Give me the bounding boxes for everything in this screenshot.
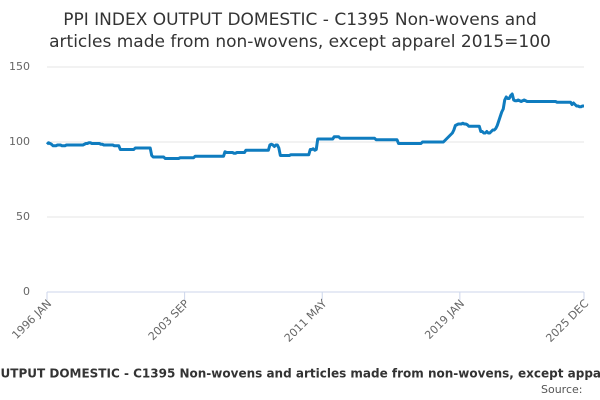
x-tick-label: 2025 DEC: [543, 297, 591, 345]
chart-title: articles made from non-wovens, except ap…: [49, 32, 551, 52]
chart-title: PPI INDEX OUTPUT DOMESTIC - C1395 Non-wo…: [63, 10, 537, 30]
x-tick-label: 2003 SEP: [146, 297, 192, 343]
line: [45, 92, 584, 160]
y-tick-label: 50: [16, 210, 30, 223]
y-tick-label: 100: [9, 135, 30, 148]
source: Source:: [541, 383, 583, 396]
y-tick-label: 0: [23, 285, 30, 298]
x-tick-label: 2011 MAY: [282, 297, 330, 345]
y-tick-label: 150: [9, 60, 30, 73]
x-tick-label: 2019 JAN: [422, 297, 467, 342]
x-tick-label: 1996 JAN: [9, 297, 54, 342]
legend-label: PPI INDEX OUTPUT DOMESTIC - C1395 Non-wo…: [0, 367, 600, 381]
